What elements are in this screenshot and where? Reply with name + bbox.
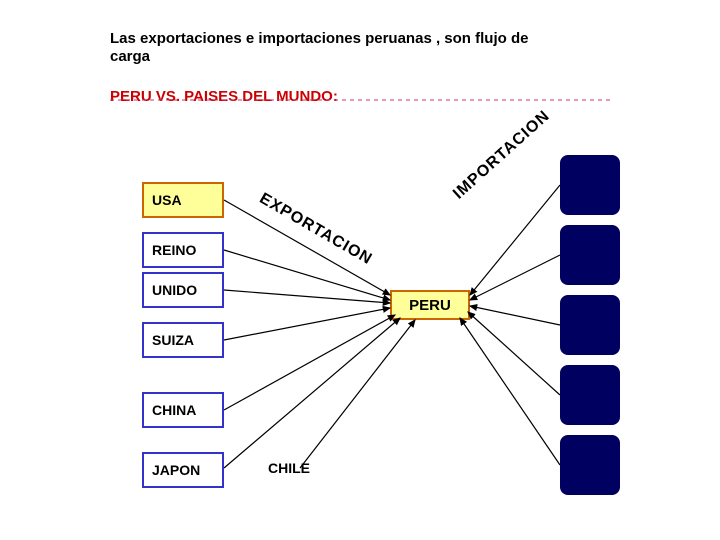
arrow-6 xyxy=(300,320,415,468)
arrow-9 xyxy=(470,306,560,325)
export-label: EXPORTACION xyxy=(256,190,375,269)
country-box-unido: UNIDO xyxy=(142,272,224,308)
country-box-reino: REINO xyxy=(142,232,224,268)
dark-box-0 xyxy=(560,155,620,215)
arrow-8 xyxy=(470,255,560,300)
dark-box-2 xyxy=(560,295,620,355)
arrow-4 xyxy=(224,315,395,410)
page-title-line2: carga xyxy=(110,48,150,65)
arrow-10 xyxy=(468,312,560,395)
country-box-china: CHINA xyxy=(142,392,224,428)
arrow-5 xyxy=(224,318,400,468)
country-box-usa: USA xyxy=(142,182,224,218)
arrow-7 xyxy=(470,185,560,295)
arrow-11 xyxy=(460,318,560,465)
chile-label: CHILE xyxy=(268,460,310,476)
country-box-japon: JAPON xyxy=(142,452,224,488)
page-subtitle: PERU VS. PAISES DEL MUNDO: xyxy=(110,88,338,105)
arrow-2 xyxy=(224,290,390,303)
import-label: IMPORTACION xyxy=(450,107,554,203)
page-title-line1: Las exportaciones e importaciones peruan… xyxy=(110,30,528,47)
peru-box: PERU xyxy=(390,290,470,320)
dark-box-4 xyxy=(560,435,620,495)
dark-box-1 xyxy=(560,225,620,285)
country-box-suiza: SUIZA xyxy=(142,322,224,358)
arrow-3 xyxy=(224,308,390,340)
dark-box-3 xyxy=(560,365,620,425)
